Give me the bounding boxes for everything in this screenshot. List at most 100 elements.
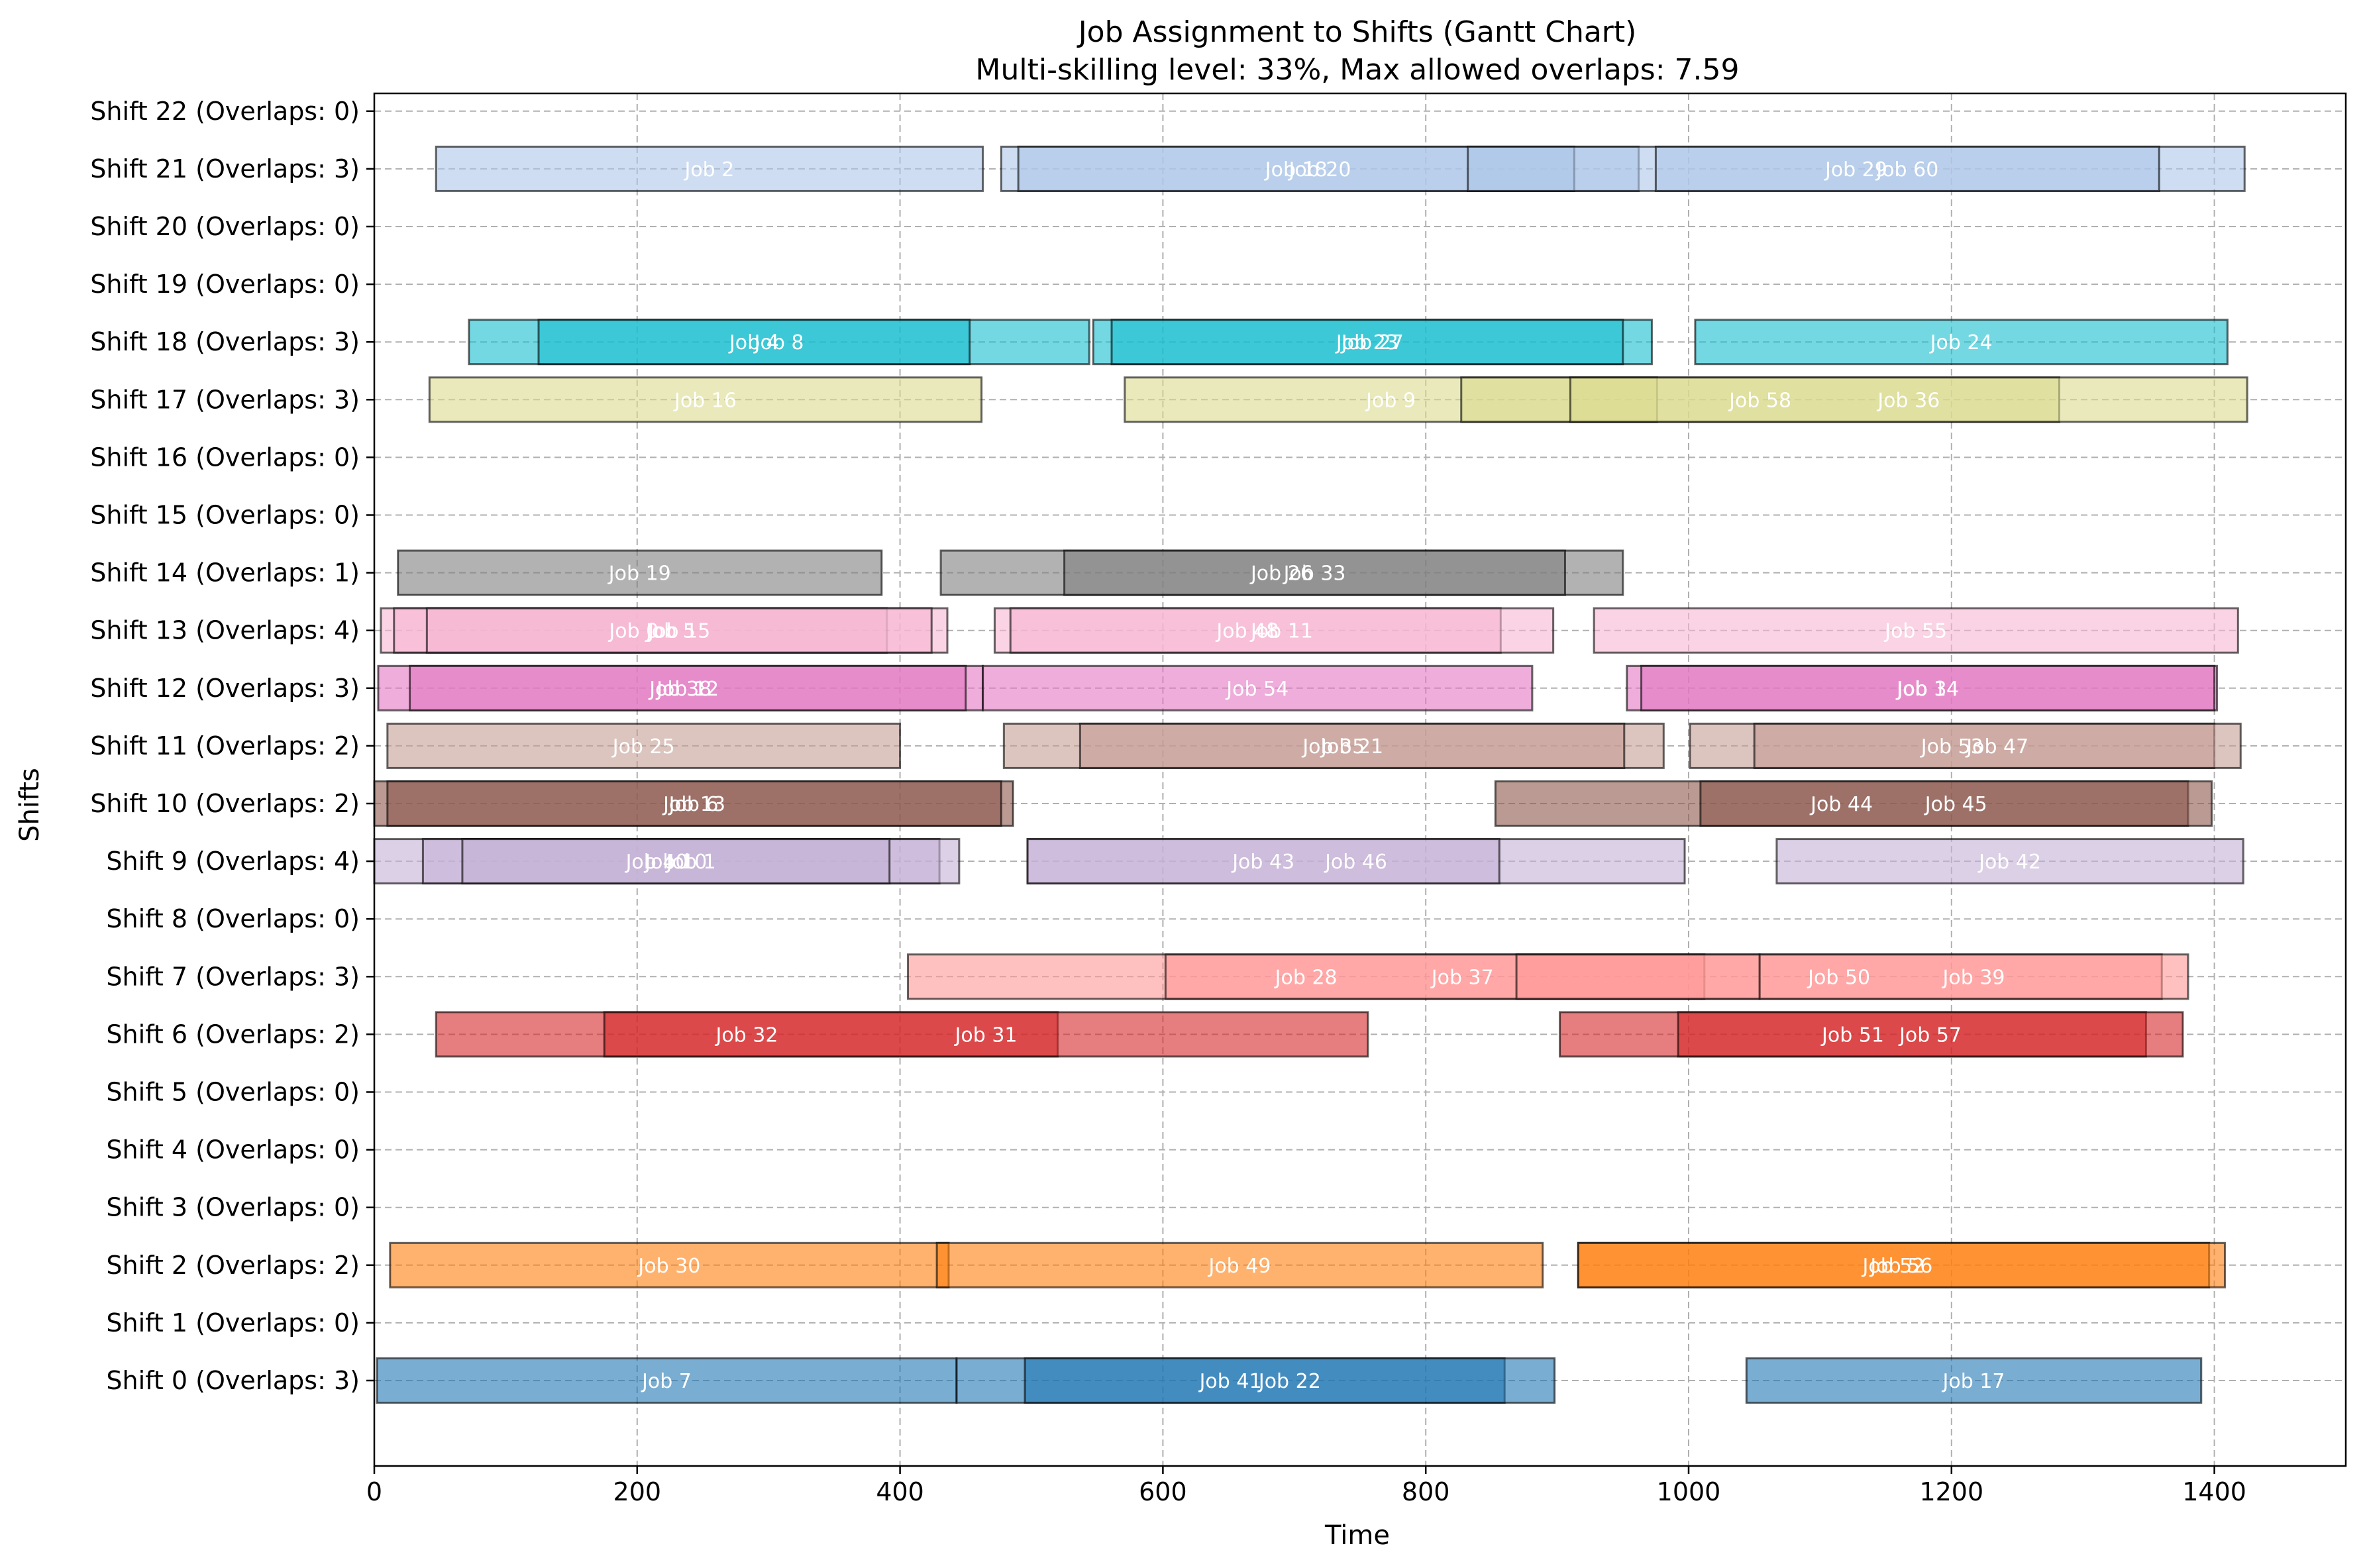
job-bar [376, 1357, 958, 1404]
y-tick-label: Shift 18 (Overlaps: 3) [90, 327, 360, 356]
y-tick-label: Shift 19 (Overlaps: 0) [90, 270, 360, 299]
job-label: Job 47 [1965, 735, 2028, 758]
job-label: Job 38 [648, 678, 711, 701]
job-label: Job 7 [641, 1370, 692, 1393]
job-label: Job 53 [1920, 735, 1983, 758]
x-axis-label: Time [1324, 1520, 1390, 1551]
y-tick-label: Shift 11 (Overlaps: 2) [90, 731, 360, 760]
job-label: Job 20 [1288, 158, 1351, 182]
y-tick-label: Shift 10 (Overlaps: 2) [90, 789, 360, 818]
job-label: Job 3 [1896, 678, 1947, 701]
job-bar [425, 607, 933, 654]
plot-frame [373, 92, 2347, 1467]
job-label: Job 35 [1301, 735, 1365, 758]
job-label: Job 24 [1929, 331, 1993, 354]
job-label: Job 44 [1809, 793, 1873, 816]
job-label: Job 37 [1430, 966, 1494, 989]
job-bar [386, 722, 902, 769]
job-bars [373, 145, 2248, 1404]
job-bar [397, 549, 883, 596]
job-label: Job 11 [1249, 620, 1313, 643]
job-label: Job 12 [655, 678, 719, 701]
y-tick-label: Shift 13 (Overlaps: 4) [90, 616, 360, 645]
job-bar [461, 838, 891, 885]
y-tick-label: Shift 16 (Overlaps: 0) [90, 443, 360, 472]
job-label: Job 21 [1320, 735, 1383, 758]
job-label: Job 5 [645, 620, 696, 643]
y-tick-label: Shift 1 (Overlaps: 0) [106, 1308, 360, 1337]
job-bar [1577, 1241, 2226, 1288]
job-label: Job 8 [753, 331, 804, 354]
job-label: Job 31 [954, 1023, 1018, 1047]
x-tick-label: 400 [876, 1477, 924, 1506]
y-tick-label: Shift 0 (Overlaps: 3) [106, 1366, 360, 1395]
job-bar [1593, 607, 2239, 654]
x-tick-label: 1400 [2182, 1477, 2246, 1506]
job-label: Job 27 [1340, 331, 1404, 354]
job-label: Job 57 [1898, 1023, 1962, 1047]
job-label: Job 60 [1875, 158, 1938, 182]
job-label: Job 18 [1264, 158, 1328, 182]
y-tick-label: Shift 14 (Overlaps: 1) [90, 558, 360, 588]
job-label: Job 2 [683, 158, 734, 182]
job-label: Job 39 [1942, 966, 2005, 989]
job-label: Job 50 [1807, 966, 1870, 989]
job-label: Job 54 [1225, 678, 1288, 701]
job-bar [1569, 376, 2248, 423]
y-tick-label: Shift 8 (Overlaps: 0) [106, 904, 360, 933]
y-axis-label: Shifts [15, 768, 45, 842]
job-bar [1753, 722, 2242, 769]
job-label: Job 29 [1824, 158, 1887, 182]
job-bar [1110, 319, 1624, 366]
job-label: Job 55 [1883, 620, 1947, 643]
x-tick-label: 800 [1402, 1477, 1450, 1506]
job-label: Job 14 [1895, 678, 1959, 701]
x-tick-label: 600 [1139, 1477, 1187, 1506]
job-label: Job 56 [1869, 1255, 1932, 1278]
y-tick-label: Shift 21 (Overlaps: 3) [90, 154, 360, 183]
job-label: Job 17 [1942, 1370, 2005, 1393]
y-tick-label: Shift 9 (Overlaps: 4) [106, 847, 360, 876]
job-label: Job 15 [647, 620, 710, 643]
job-bar [603, 1011, 1369, 1058]
job-bar [435, 145, 984, 192]
job-label: Job 48 [1215, 620, 1279, 643]
job-bar [1026, 838, 1500, 885]
job-bar [386, 780, 1002, 827]
y-tick-label: Shift 2 (Overlaps: 2) [106, 1251, 360, 1280]
job-bar [1677, 1011, 2184, 1058]
x-axis-ticks: 0 200 400 600 800 1000 1200 1400 [366, 1466, 2246, 1506]
job-label: Job 28 [1274, 966, 1338, 989]
job-bar [428, 376, 983, 423]
job-bar [1063, 549, 1567, 596]
job-bar [1024, 1357, 1556, 1404]
job-bar [1694, 319, 2229, 366]
y-tick-label: Shift 4 (Overlaps: 0) [106, 1135, 360, 1165]
job-label: Job 30 [637, 1255, 700, 1278]
job-label: Job 26 [1249, 562, 1313, 586]
job-bar [1654, 145, 2160, 192]
job-bar [1640, 664, 2216, 711]
y-tick-label: Shift 17 (Overlaps: 3) [90, 385, 360, 414]
y-tick-label: Shift 5 (Overlaps: 0) [106, 1078, 360, 1107]
job-label: Job 40 [625, 851, 688, 874]
job-label: Job 49 [1207, 1255, 1271, 1278]
job-bar [1699, 780, 2213, 827]
y-tick-label: Shift 7 (Overlaps: 3) [106, 962, 360, 991]
job-bar [982, 664, 1534, 711]
job-label: Job 1 [665, 851, 716, 874]
chart-subtitle: Multi-skilling level: 33%, Max allowed o… [976, 53, 1740, 87]
job-bar [1745, 1357, 2203, 1404]
x-tick-label: 1200 [1919, 1477, 1983, 1506]
job-label: Job 52 [1862, 1255, 1925, 1278]
job-label: Job 4 [728, 331, 779, 354]
job-label: Job 0 [607, 620, 658, 643]
job-label: Job 23 [1335, 331, 1398, 354]
y-tick-label: Shift 6 (Overlaps: 2) [106, 1019, 360, 1049]
chart-title: Job Assignment to Shifts (Gantt Chart) [1077, 15, 1637, 49]
job-bar [1078, 722, 1626, 769]
job-label: Job 22 [1257, 1370, 1321, 1393]
job-label: Job 32 [714, 1023, 778, 1047]
